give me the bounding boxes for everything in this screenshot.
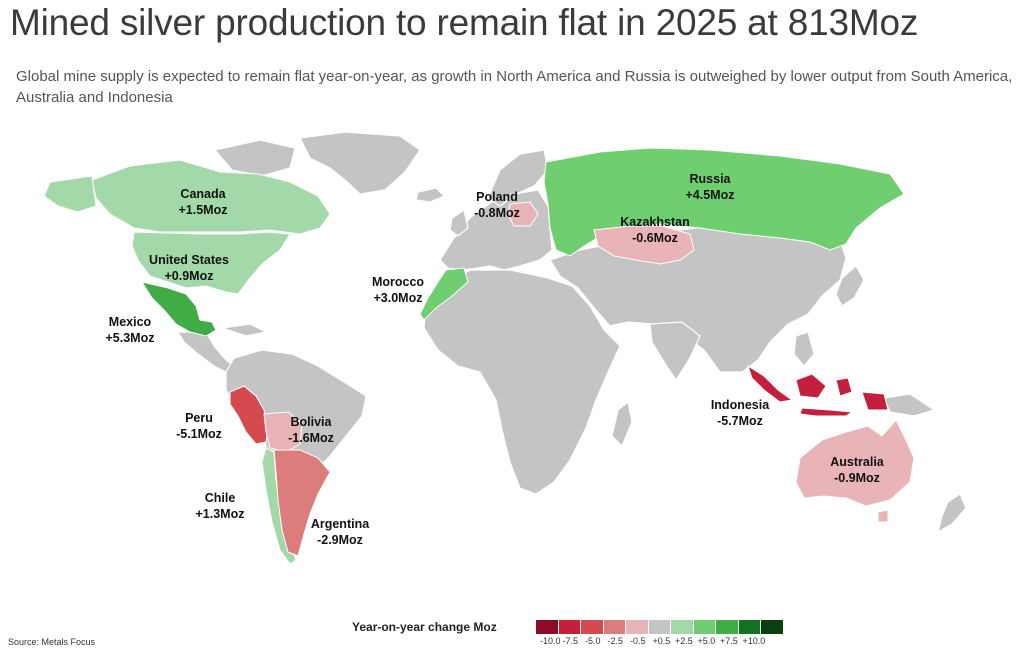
uk-land [449, 209, 469, 237]
legend-tick-label: -2.5 [607, 636, 624, 646]
world-map: Canada +1.5Moz United States +0.9Moz Mex… [43, 131, 967, 565]
legend-tick-label: +5.0 [697, 636, 716, 646]
label-argentina-value: -2.9Moz [317, 533, 363, 547]
japan-land [835, 265, 865, 307]
legend-swatch [603, 620, 626, 634]
label-kazakhstan-value: -0.6Moz [632, 231, 678, 245]
label-peru-name: Peru [185, 411, 213, 425]
legend-tick-label: -0.5 [630, 636, 646, 646]
label-russia-name: Russia [690, 172, 732, 186]
png-land [883, 393, 936, 417]
legend-tick-label: -10.0 [540, 636, 561, 646]
legend-title: Year-on-year change Moz [352, 620, 497, 634]
label-bolivia-name: Bolivia [291, 415, 333, 429]
central-america-land [176, 331, 237, 375]
label-chile-name: Chile [205, 491, 236, 505]
legend-swatch [761, 620, 784, 634]
base-land [176, 131, 967, 534]
legend-swatch [536, 620, 559, 634]
country-australia [795, 419, 915, 507]
legend-tick-label: +7.5 [720, 636, 738, 646]
legend-swatch [716, 620, 739, 634]
iceland-land [415, 187, 446, 203]
india-land [649, 321, 701, 382]
country-argentina [273, 449, 331, 557]
country-tasmania [877, 509, 889, 523]
country-kazakhstan [593, 225, 695, 265]
legend-tick-label: +0.5 [652, 636, 671, 646]
country-bolivia [263, 411, 303, 453]
label-mexico-value: +5.3Moz [106, 331, 155, 345]
arctic-islands-land [213, 139, 296, 177]
country-morocco [419, 267, 469, 321]
legend-swatch [738, 620, 761, 634]
legend-swatches [536, 620, 784, 634]
label-kazakhstan-name: Kazakhstan [620, 215, 689, 229]
legend-swatch [648, 620, 671, 634]
label-argentina-name: Argentina [311, 517, 370, 531]
source-note: Source: Metals Focus [8, 637, 96, 647]
country-poland [507, 201, 539, 227]
country-peru [229, 385, 269, 445]
legend-swatch [581, 620, 604, 634]
caribbean-land [221, 323, 268, 337]
country-indonesia [747, 364, 889, 417]
color-legend: Year-on-year change Moz -10.0 -7.5 -5.0 -2.… [0, 612, 1024, 652]
country-usa [131, 231, 291, 295]
label-australia-value: -0.9Moz [834, 471, 880, 485]
label-mexico-name: Mexico [109, 315, 152, 329]
legend-swatch [693, 620, 716, 634]
label-usa-value: +0.9Moz [165, 269, 214, 283]
greenland-land [299, 131, 421, 195]
legend-swatch [626, 620, 649, 634]
label-indonesia-value: -5.7Moz [717, 414, 763, 428]
legend-ticks: -10.0 -7.5 -5.0 -2.5 -0.5 +0.5 +2.5 +5.0 +7.5 +10… [540, 636, 765, 646]
madagascar-land [611, 400, 633, 448]
label-australia-name: Australia [830, 455, 885, 469]
label-canada-name: Canada [180, 187, 226, 201]
africa-land [423, 269, 621, 495]
label-morocco-name: Morocco [372, 275, 424, 289]
philippines-land [793, 331, 815, 367]
legend-tick-label: +2.5 [675, 636, 693, 646]
legend-swatch [558, 620, 581, 634]
label-poland-name: Poland [476, 190, 518, 204]
country-labels: Canada +1.5Moz United States +0.9Moz Mex… [106, 172, 885, 547]
label-canada-value: +1.5Moz [179, 203, 228, 217]
country-alaska [43, 175, 97, 213]
label-indonesia-name: Indonesia [711, 398, 770, 412]
label-peru-value: -5.1Moz [176, 427, 222, 441]
label-bolivia-value: -1.6Moz [288, 431, 334, 445]
new-zealand-land [937, 493, 967, 534]
colored-countries [43, 147, 915, 565]
label-chile-value: +1.3Moz [196, 507, 245, 521]
legend-tick-label: -7.5 [562, 636, 579, 646]
country-mexico [140, 281, 217, 337]
chart-title: Mined silver production to remain flat i… [10, 2, 919, 43]
legend-tick-label: -5.0 [585, 636, 601, 646]
country-canada [91, 159, 331, 235]
label-usa-name: United States [149, 253, 229, 267]
legend-tick-label: +10.0 [742, 636, 766, 646]
legend-swatch [671, 620, 694, 634]
country-russia [543, 147, 905, 257]
chart-subtitle: Global mine supply is expected to remain… [16, 68, 1013, 106]
label-russia-value: +4.5Moz [686, 188, 735, 202]
label-morocco-value: +3.0Moz [374, 291, 423, 305]
label-poland-value: -0.8Moz [474, 206, 520, 220]
